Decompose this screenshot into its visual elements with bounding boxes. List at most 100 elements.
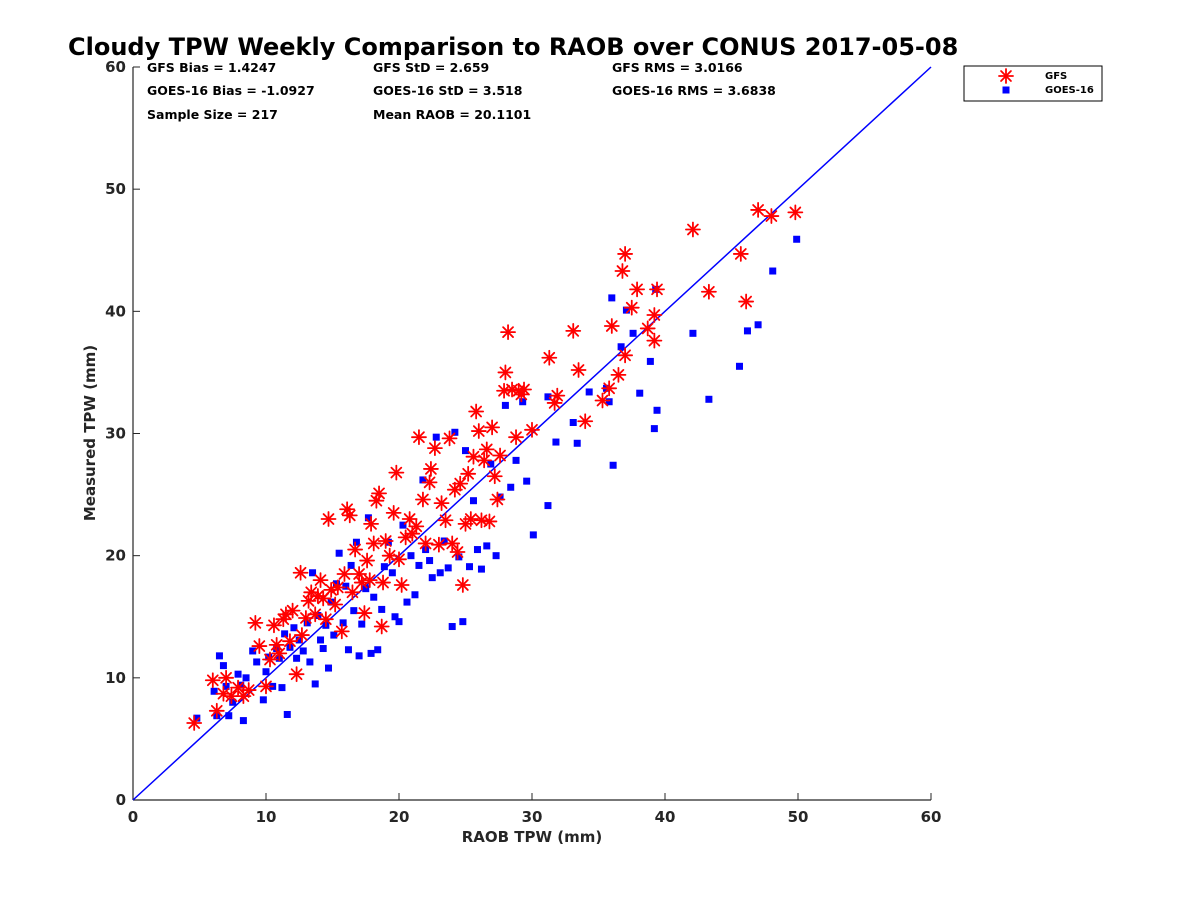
gfs-point [341,507,358,524]
gfs-point [478,441,495,458]
gfs-point [468,403,485,420]
gfs-point [317,611,334,628]
goes-16-point [309,569,317,577]
goes-16-point [299,647,307,655]
goes-16-point [487,460,495,468]
goes-16-point [403,598,411,606]
gfs-point [365,535,382,552]
goes-16-point [523,477,531,485]
gfs-point [601,380,618,397]
gfs-point [577,413,594,430]
gfs-point [444,535,461,552]
goes-16-point [622,306,630,314]
goes-16-point [242,674,250,682]
y-tick-label: 60 [105,58,126,76]
gfs-point [356,605,373,621]
goes-16-point [501,401,509,409]
gfs-point [750,202,766,218]
goes-16-point [793,235,801,243]
gfs-point [489,491,506,508]
goes-16-point [225,712,233,720]
goes-16-point [573,439,581,447]
goes-16-point [380,563,388,571]
x-tick-label: 0 [128,808,138,826]
goes-16-point [650,425,658,433]
gfs-point [208,702,225,719]
gfs-point [404,525,421,542]
gfs-point [508,429,524,446]
goes-16-point [278,684,286,692]
goes-16-point [344,646,352,654]
legend-square [1002,86,1010,94]
gfs-point [629,281,645,298]
goes-16-point [483,542,491,550]
gfs-point [484,419,501,436]
y-tick-label: 40 [105,302,126,320]
gfs-point [373,618,390,635]
gfs-point [565,322,582,339]
goes-16-point [229,698,237,706]
gfs-point [309,588,326,604]
gfs-point [614,263,631,279]
goes-16-point [544,502,552,510]
y-tick-label: 20 [105,547,126,565]
gfs-point [312,572,329,588]
goes-16-point [314,612,322,620]
gfs-point [541,349,558,366]
legend-label-goes-16: GOES-16 [1045,85,1094,96]
goes-16-point [436,569,444,577]
gfs-point [497,364,514,381]
gfs-point [388,464,405,481]
goes-16-point [544,393,552,401]
gfs-point [204,672,221,689]
goes-16-point [259,696,267,704]
gfs-point [462,511,479,527]
goes-16-point [477,565,485,573]
goes-16-point [325,664,333,672]
goes-16-point [391,613,399,621]
goes-16-point [653,406,661,414]
data-points [186,202,804,731]
x-axis-label: RAOB TPW (mm) [462,828,603,846]
stat-gfs-bias: GFS Bias = 1.4247 [147,60,276,75]
gfs-point [617,246,633,262]
gfs-point [570,362,587,378]
gfs-point [623,299,640,316]
gfs-point [516,381,532,398]
gfs-point [393,577,410,593]
goes-16-point [605,398,613,406]
gfs-point [787,204,804,221]
y-tick-label: 0 [116,791,126,809]
gfs-point [610,366,627,383]
legend-marker-goes-16 [1002,86,1010,94]
gfs-point [738,293,755,310]
gfs-point [408,518,425,535]
gfs-point [411,429,427,446]
goes-16-point [451,428,459,436]
goes-16-point [462,447,469,455]
gfs-point [646,332,663,349]
gfs-point [377,533,394,549]
goes-16-point [330,631,338,639]
gfs-point [320,511,337,527]
goes-16-point [705,395,713,403]
goes-16-point [210,687,218,695]
gfs-point [470,423,487,439]
goes-16-point [306,658,314,666]
goes-16-point [339,619,347,627]
goes-16-point [754,321,762,329]
goes-16-point [519,398,527,406]
gfs-point [500,324,516,341]
goes-16-point [769,267,777,275]
gfs-point [415,491,431,508]
goes-16-point [342,582,350,590]
x-tick-label: 10 [256,808,277,826]
goes-16-point [465,563,473,571]
stat-goes-rms: GOES-16 RMS = 3.6838 [612,83,776,98]
gfs-point [347,541,364,558]
gfs-point [218,669,235,686]
stat-gfs-std: GFS StD = 2.659 [373,60,489,75]
goes-16-point [317,636,325,644]
goes-16-point [569,419,577,427]
goes-16-point [388,569,396,577]
